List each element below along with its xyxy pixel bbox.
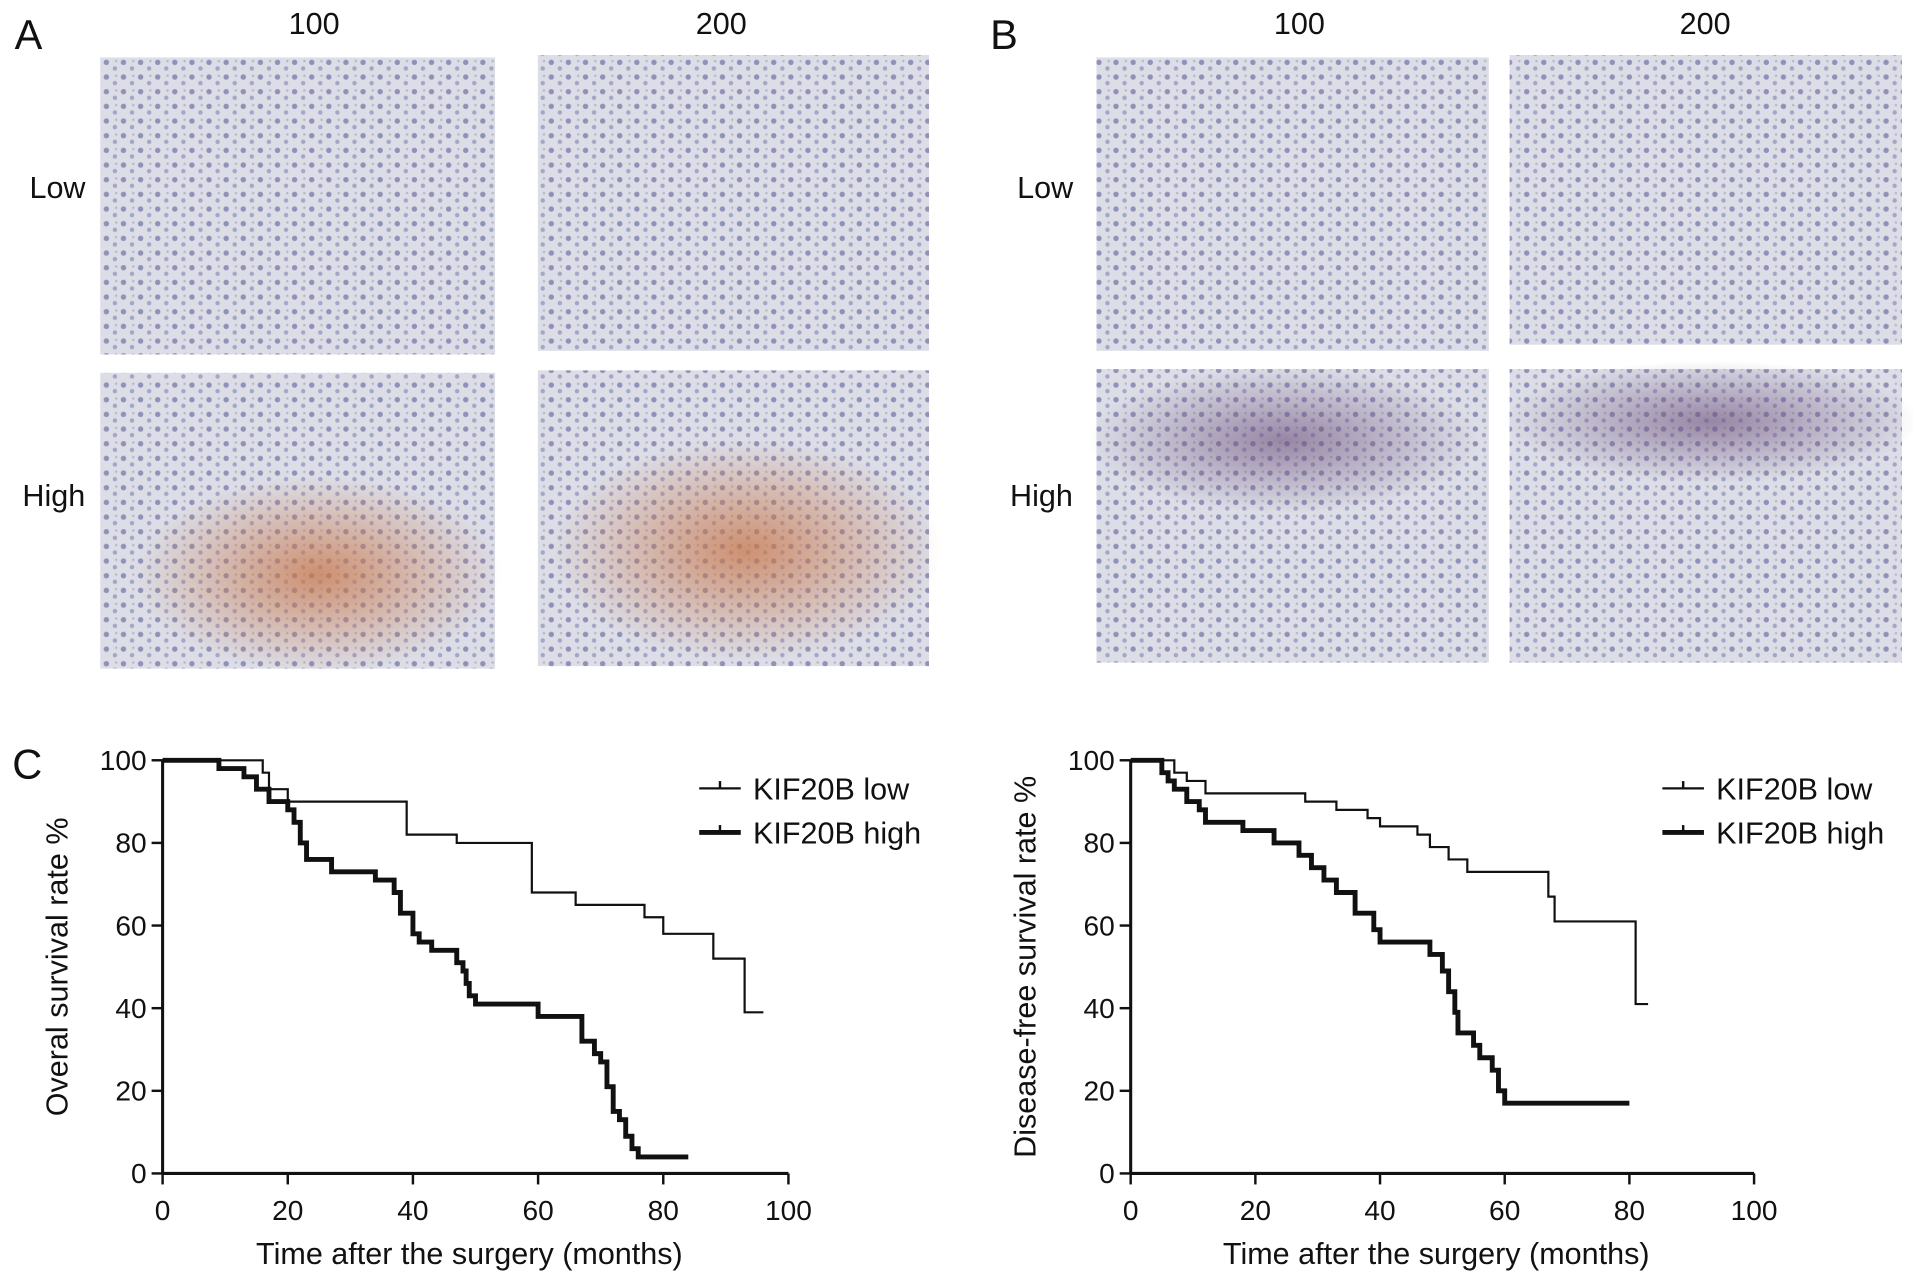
stain [1503,360,1913,483]
row-label: Low [1017,171,1074,205]
survival-curve [1130,757,1630,1106]
column-label: 100 [289,7,340,41]
x-tick-label: 80 [648,1195,679,1226]
legend-label: KIF20B low [753,772,910,806]
panel-label: A [15,11,43,58]
row-label: Low [29,171,86,205]
legend-label: KIF20B high [1716,816,1884,850]
x-tick-label: 100 [765,1195,812,1226]
y-tick-label: 0 [1099,1158,1115,1189]
micrograph [1096,57,1489,351]
y-axis-label: Disease-free survival rate % [1008,776,1042,1158]
y-tick-label: 60 [115,910,146,941]
survival-curve [162,759,764,1014]
y-tick-label: 40 [115,993,146,1024]
micrograph [100,57,496,355]
column-label: 100 [1274,7,1325,41]
column-label: 200 [696,7,747,41]
y-tick-label: 20 [115,1076,146,1107]
legend-label: KIF20B high [753,816,921,850]
y-axis-label: Overal survival rate % [40,817,74,1116]
legend-label: KIF20B low [1716,772,1873,806]
x-tick-label: 40 [397,1195,428,1226]
y-tick-label: 40 [1084,993,1115,1024]
survival-curve [162,757,689,1160]
x-axis-label: Time after the surgery (months) [1223,1237,1650,1271]
x-tick-label: 100 [1731,1195,1778,1226]
stain [1087,366,1480,514]
y-tick-label: 20 [1084,1076,1115,1107]
y-tick-label: 60 [1084,910,1115,941]
micrograph [537,55,929,351]
row-label: High [22,479,85,513]
x-tick-label: 0 [155,1195,171,1226]
y-tick-label: 80 [115,828,146,859]
y-tick-label: 100 [100,745,147,776]
column-label: 200 [1680,7,1731,41]
x-tick-label: 0 [1123,1195,1139,1226]
y-tick-label: 0 [131,1158,147,1189]
x-tick-label: 60 [1489,1195,1520,1226]
stain [134,476,502,673]
panel-label: C [12,741,42,788]
x-tick-label: 80 [1614,1195,1645,1226]
x-tick-label: 20 [1240,1195,1271,1226]
y-tick-label: 80 [1084,828,1115,859]
stain [550,440,942,661]
y-tick-label: 100 [1068,745,1115,776]
row-label: High [1010,479,1073,513]
x-tick-label: 40 [1364,1195,1395,1226]
x-tick-label: 20 [272,1195,303,1226]
x-axis-label: Time after the surgery (months) [256,1237,683,1271]
panel-label: B [990,11,1018,58]
micrograph [1509,55,1902,345]
x-tick-label: 60 [522,1195,553,1226]
micrographs [100,55,1913,673]
survival-curve [1130,759,1649,1006]
